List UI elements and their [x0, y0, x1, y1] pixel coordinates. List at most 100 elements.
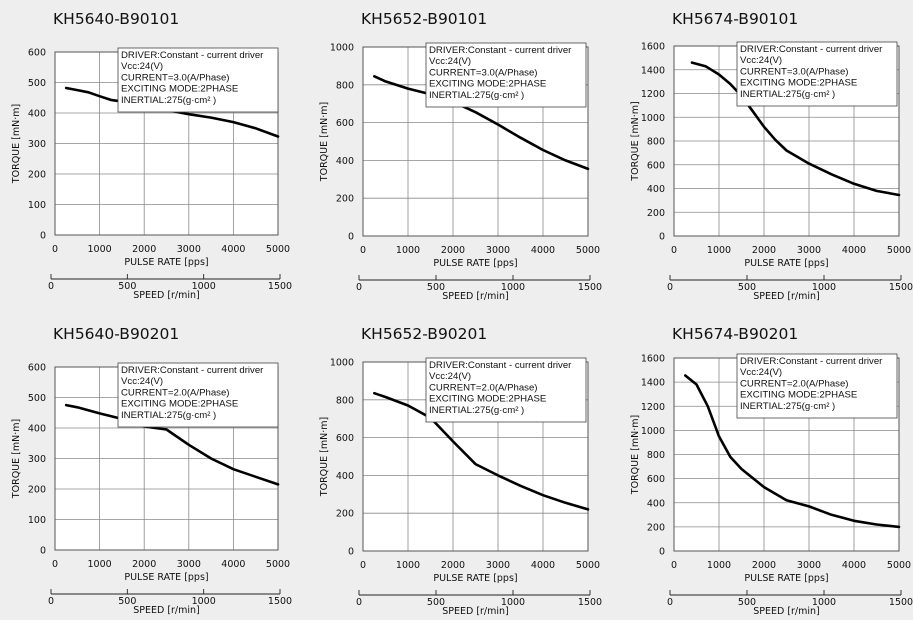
driver-info-box	[425, 357, 587, 423]
driver-info-box	[117, 362, 279, 428]
torque-curve	[372, 75, 590, 171]
x-tick-label: 2000	[132, 244, 156, 255]
chart-title: KH5674-B90101	[672, 10, 798, 28]
y-tick-label: 600	[336, 118, 354, 129]
y-tick-label: 400	[647, 498, 665, 509]
driver-info-line: Vcc:24(V)	[121, 61, 163, 72]
speed-tick-label: 0	[667, 282, 673, 293]
x-tick-label: 2000	[441, 245, 465, 256]
speed-tick-label: 1500	[889, 597, 913, 608]
x-tick-label: 3000	[486, 560, 510, 571]
driver-info-line: Vcc:24(V)	[429, 56, 471, 67]
driver-info-line: DRIVER:Constant - current driver	[740, 44, 883, 55]
y-axis-label: TORQUE [mN·m]	[630, 101, 641, 181]
speed-axis-label: SPEED [r/min]	[133, 290, 200, 301]
y-tick-label: 200	[28, 170, 46, 181]
y-tick-label: 800	[647, 450, 665, 461]
y-tick-label: 1200	[641, 402, 665, 413]
speed-tick-label: 1500	[578, 282, 602, 293]
x-axis-label: PULSE RATE [pps]	[124, 572, 208, 583]
speed-tick-label: 1000	[501, 282, 525, 293]
driver-info-line: CURRENT=3.0(A/Phase)	[121, 72, 230, 83]
x-tick-label: 3000	[797, 245, 821, 256]
speed-tick-label: 1000	[192, 596, 216, 607]
speed-tick-label: 1500	[268, 596, 292, 607]
x-tick-label: 5000	[576, 560, 600, 571]
y-tick-label: 800	[647, 137, 665, 148]
y-tick-label: 100	[28, 200, 46, 211]
y-tick-label: 600	[336, 433, 354, 444]
driver-info-line: INERTIAL:275(g·cm² )	[121, 410, 216, 421]
y-tick-label: 300	[28, 139, 46, 150]
driver-info-box	[425, 42, 587, 108]
x-tick-label: 4000	[531, 245, 555, 256]
x-tick-label: 1000	[396, 245, 420, 256]
x-tick-label: 1000	[707, 560, 731, 571]
x-tick-label: 3000	[177, 244, 201, 255]
y-tick-label: 600	[647, 160, 665, 171]
x-tick-label: 1000	[88, 244, 112, 255]
chart-title: KH5652-B90201	[361, 325, 487, 343]
speed-tick-label: 1000	[192, 281, 216, 292]
y-tick-label: 200	[336, 194, 354, 205]
driver-info-line: Vcc:24(V)	[740, 55, 782, 66]
driver-info-line: DRIVER:Constant - current driver	[121, 365, 264, 376]
x-tick-label: 5000	[266, 244, 290, 255]
x-tick-label: 3000	[486, 245, 510, 256]
torque-curve	[683, 374, 901, 529]
x-tick-label: 2000	[752, 560, 776, 571]
driver-info-line: Vcc:24(V)	[429, 371, 471, 382]
x-tick-label: 0	[671, 245, 677, 256]
chart-panel-4: KH5640-B90201 0 100 200 300 400 500 600 0 1000 200…	[11, 325, 292, 616]
speed-tick-label: 1500	[889, 282, 913, 293]
driver-info-line: EXCITING MODE:2PHASE	[740, 390, 857, 401]
x-tick-label: 0	[52, 244, 58, 255]
y-tick-label: 600	[28, 48, 46, 59]
y-tick-label: 800	[336, 395, 354, 406]
y-tick-label: 1600	[641, 354, 665, 365]
chart-title: KH5640-B90201	[53, 325, 179, 343]
chart-panel-2: KH5652-B90101 0 200 400 600 800 1000 0 1000 2000 3…	[319, 10, 602, 302]
speed-tick-label: 1000	[501, 597, 525, 608]
driver-info-line: EXCITING MODE:2PHASE	[121, 399, 238, 410]
speed-tick-label: 0	[48, 281, 54, 292]
driver-info-box	[736, 41, 898, 107]
x-tick-label: 5000	[576, 245, 600, 256]
chart-panel-1: KH5640-B90101 0 100 200 300 400 500 600 0 1000 200…	[11, 10, 292, 301]
speed-tick-label: 1500	[578, 597, 602, 608]
x-tick-label: 0	[671, 560, 677, 571]
x-axis-label: PULSE RATE [pps]	[124, 257, 208, 268]
driver-info-line: DRIVER:Constant - current driver	[121, 50, 264, 61]
driver-info-line: INERTIAL:275(g·cm² )	[740, 89, 835, 100]
x-tick-label: 2000	[752, 245, 776, 256]
y-tick-label: 400	[336, 156, 354, 167]
y-axis-label: TORQUE [mN·m]	[319, 102, 330, 182]
speed-tick-label: 500	[427, 282, 445, 293]
x-axis-label: PULSE RATE [pps]	[744, 573, 828, 584]
chart-panel-3: KH5674-B90101 0 200 400 600 800 1000 1200 1400 16…	[630, 10, 913, 302]
chart-title: KH5674-B90201	[672, 325, 798, 343]
driver-info-line: DRIVER:Constant - current driver	[429, 45, 572, 56]
driver-info-line: EXCITING MODE:2PHASE	[121, 84, 238, 95]
y-tick-label: 200	[28, 485, 46, 496]
speed-tick-label: 1000	[812, 597, 836, 608]
chart-panel-5: KH5652-B90201 0 200 400 600 800 1000 0 1000 2000 3…	[319, 325, 602, 617]
torque-curve	[64, 403, 280, 486]
driver-info-line: INERTIAL:275(g·cm² )	[429, 405, 524, 416]
x-tick-label: 5000	[887, 245, 911, 256]
x-tick-label: 1000	[88, 559, 112, 570]
y-tick-label: 0	[659, 232, 665, 243]
speed-axis-label: SPEED [r/min]	[753, 606, 820, 617]
driver-info-line: Vcc:24(V)	[740, 367, 782, 378]
x-axis-label: PULSE RATE [pps]	[433, 258, 517, 269]
speed-axis-label: SPEED [r/min]	[133, 605, 200, 616]
y-axis-label: TORQUE [mN·m]	[11, 419, 22, 499]
x-axis-label: PULSE RATE [pps]	[433, 573, 517, 584]
x-tick-label: 0	[52, 559, 58, 570]
torque-curve	[690, 61, 901, 197]
x-tick-label: 3000	[797, 560, 821, 571]
speed-tick-label: 0	[48, 596, 54, 607]
y-tick-label: 1000	[641, 113, 665, 124]
y-tick-label: 0	[40, 546, 46, 557]
driver-info-line: CURRENT=3.0(A/Phase)	[740, 66, 849, 77]
